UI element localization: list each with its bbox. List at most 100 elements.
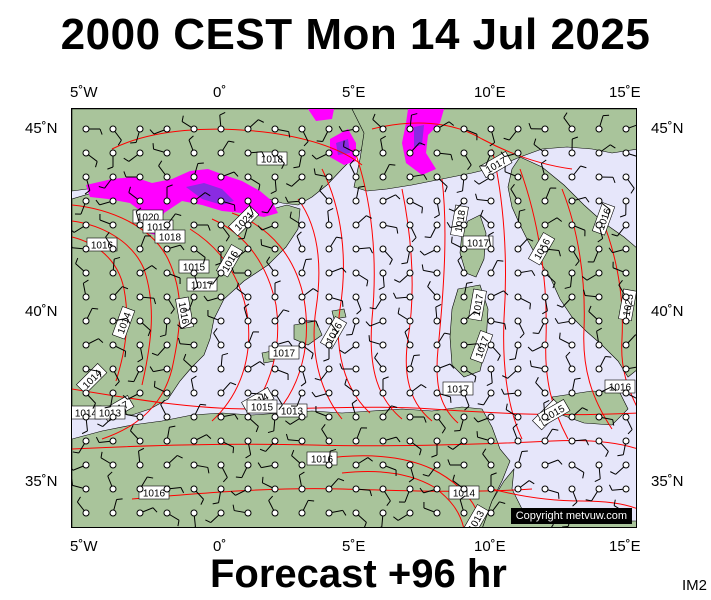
svg-text:1015: 1015 [251,403,274,414]
land-italy [507,156,636,378]
wind-barb [379,221,399,234]
wind-barb [487,290,509,301]
wind-barb [153,380,171,397]
wind-barb [514,317,525,339]
wind-barb [82,338,104,349]
wind-barb [82,389,96,409]
wind-barb [298,125,309,147]
wind-barb [257,461,279,469]
wind-barb [487,317,507,330]
bottom-lon-label: 10˚E [474,538,506,555]
svg-text:1016: 1016 [176,301,191,325]
wind-barb [419,245,441,256]
wind-barb [379,245,393,265]
wind-barb [163,213,182,229]
wind-barb [244,149,266,158]
wind-barb [556,293,576,308]
wind-barb [72,437,90,454]
wind-barb [107,471,117,493]
wind-barb [163,244,185,253]
wind-barb [130,425,144,445]
wind-barb [311,389,333,398]
wind-barb [270,173,279,195]
wind-barb [205,509,225,523]
wind-barb [622,413,633,435]
wind-barb [595,197,611,216]
wind-barb [559,332,576,349]
wind-barb [136,265,157,277]
wind-barb [509,341,522,361]
wind-barb [460,125,478,141]
wind-barb [163,184,173,205]
wind-barb [212,485,225,505]
wind-barb [487,125,496,147]
wind-barb [298,341,314,360]
wind-barb [378,269,387,291]
wind-barb [107,149,117,170]
wind-barb [379,135,387,157]
wind-barb [163,269,181,285]
wind-barb [177,337,198,349]
wind-barb [136,235,152,253]
wind-barb [454,413,468,432]
wind-barb [182,293,198,311]
wind-barb [323,341,333,362]
wind-barb [217,111,226,133]
wind-barb [163,509,180,527]
wind-barb [349,159,360,181]
isobar-label: 1016 [306,451,338,466]
wind-barb [271,309,290,325]
wind-barb [149,365,171,373]
top-lon-label: 15˚E [609,84,641,101]
wind-barb [514,269,536,277]
wind-barb [452,474,468,493]
wind-barb [595,437,609,457]
wind-barb [368,335,387,349]
wind-barb [152,143,171,157]
wind-barb [433,389,452,403]
wind-barb [588,305,603,325]
precip-area [308,109,334,121]
wind-barb [568,136,579,157]
wind-barb [271,149,285,169]
wind-barb [568,221,586,237]
wind-barb [433,149,453,161]
wind-barb [128,186,144,205]
wind-barb [231,245,252,258]
isobar-label: 1015 [178,259,210,274]
land-north-africa [72,406,511,527]
wind-barb [460,365,477,383]
precip-area [402,109,444,175]
wind-barb [257,221,279,231]
wind-barb [105,232,117,253]
wind-barb [622,389,636,399]
wind-barb [473,413,495,423]
wind-barb [433,363,455,373]
svg-text:1017: 1017 [467,239,490,250]
wind-barb [217,413,239,421]
wind-barb [238,221,252,240]
wind-barb [244,437,252,459]
wind-barb [325,293,344,307]
svg-text:1016: 1016 [143,489,166,500]
wind-barb [406,142,426,157]
wind-barb [190,461,210,474]
wind-barb [72,221,90,233]
wind-barb [352,509,367,527]
wind-barb [298,258,312,277]
wind-barb [447,437,468,450]
left-lat-label: 35˚N [25,473,58,490]
wind-barb [76,496,90,517]
wind-barb [476,431,495,445]
wind-barb [503,125,522,141]
wind-barb [163,455,183,469]
wind-barb [109,317,131,325]
wind-barb [379,405,398,421]
wind-barb [564,269,576,289]
wind-barb [393,509,414,521]
wind-barb [404,327,414,349]
wind-barb [447,459,468,469]
wind-barb [285,413,306,425]
